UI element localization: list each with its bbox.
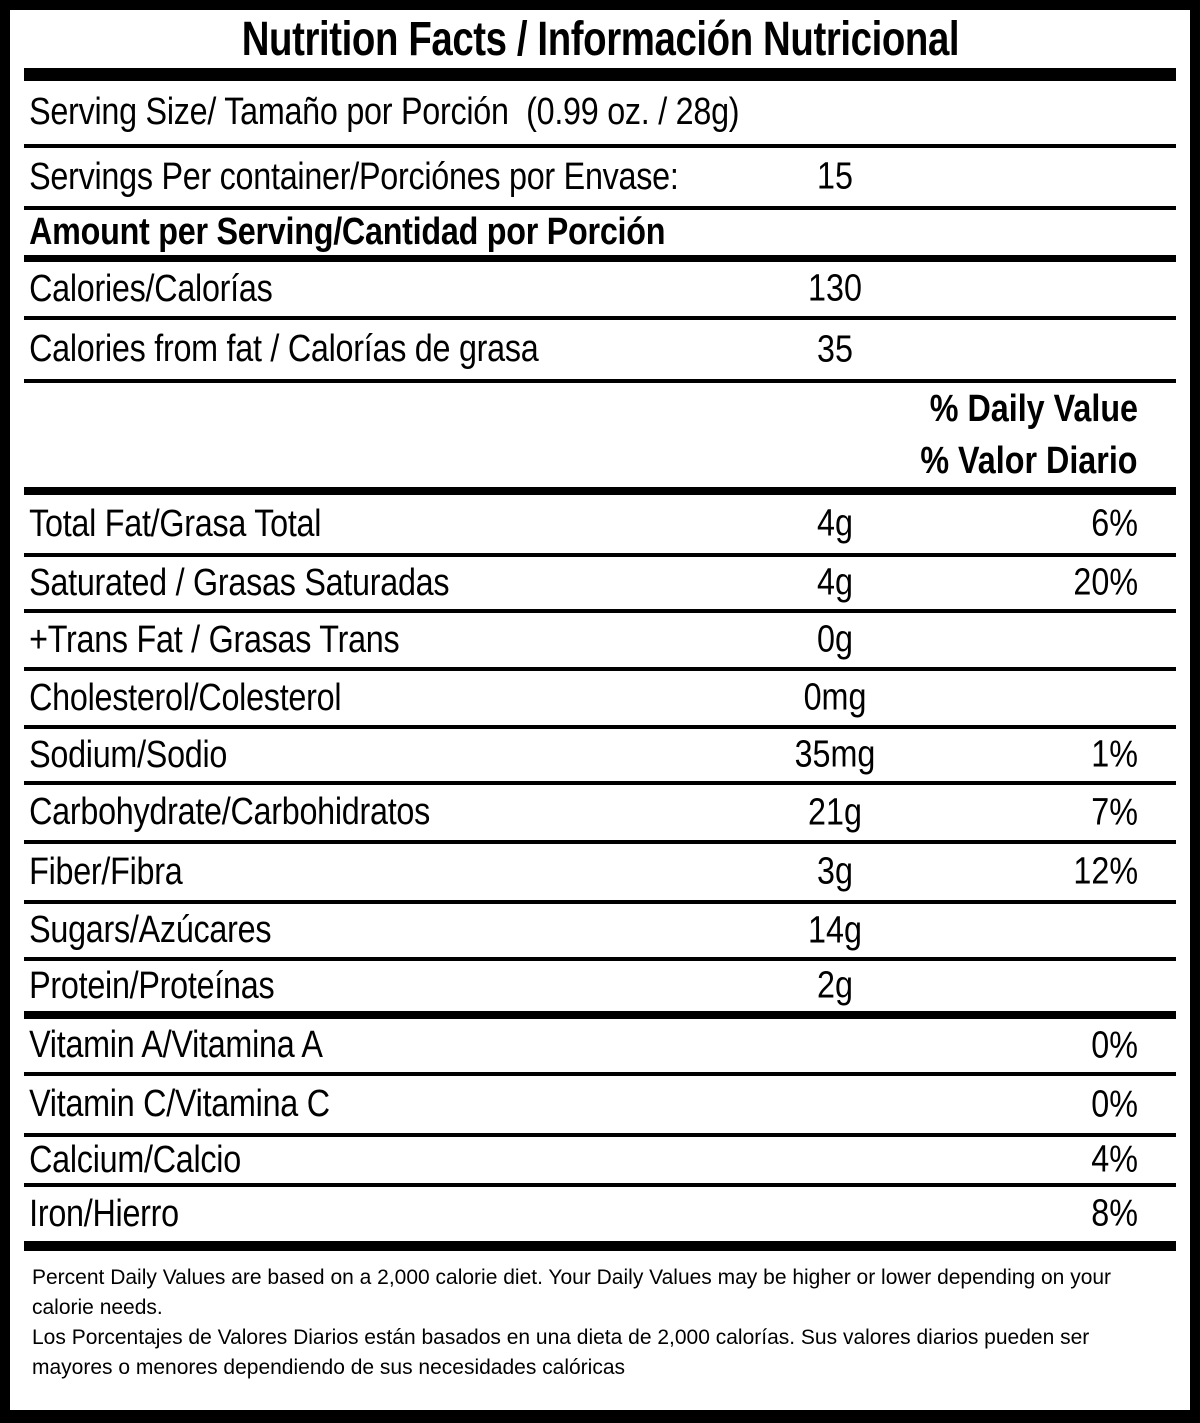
nutrient-label: Cholesterol/Colesterol (29, 676, 342, 719)
footnote-spanish: Los Porcentajes de Valores Diarios están… (32, 1326, 1090, 1379)
nutrient-label: Saturated / Grasas Saturadas (29, 561, 450, 604)
amount-per-serving-header: Amount per Serving/Cantidad por Porción (29, 211, 666, 253)
nutrient-label: Protein/Proteínas (29, 964, 275, 1007)
servings-per-container-label: Servings Per container/Porciónes por Env… (29, 155, 679, 198)
nutrient-row-fiber: Fiber/Fibra 3g 12% (24, 844, 1176, 904)
daily-value-header-es: % Valor Diario (920, 439, 1138, 482)
title-divider-bar (24, 68, 1176, 81)
nutrient-amount: 2g (817, 964, 853, 1007)
calories-from-fat-row: Calories from fat / Calorías de grasa 35 (24, 320, 1176, 383)
nutrient-row-total-fat: Total Fat/Grasa Total 4g 6% (24, 495, 1176, 557)
nutrient-daily-value: 0% (1091, 1024, 1138, 1066)
nutrient-label: Calcium/Calcio (29, 1138, 241, 1181)
nutrient-daily-value: 6% (1091, 502, 1138, 545)
nutrient-amount: 35mg (794, 733, 876, 776)
nutrient-label: Iron/Hierro (29, 1192, 179, 1235)
label-content: Nutrition Facts / Información Nutriciona… (24, 10, 1176, 1383)
nutrient-row-sodium: Sodium/Sodio 35mg 1% (24, 729, 1176, 785)
nutrient-label: Fiber/Fibra (29, 850, 183, 893)
calories-from-fat-value: 35 (817, 328, 853, 370)
nutrient-label: +Trans Fat / Grasas Trans (29, 618, 400, 661)
nutrient-amount: 0g (817, 618, 853, 661)
nutrient-amount: 21g (808, 791, 862, 833)
nutrient-daily-value: 4% (1091, 1138, 1138, 1181)
nutrient-label: Sugars/Azúcares (29, 909, 272, 951)
nutrient-label: Vitamin C/Vitamina C (29, 1083, 330, 1125)
nutrient-amount: 3g (817, 850, 853, 893)
calories-value: 130 (808, 267, 862, 310)
nutrient-daily-value: 0% (1091, 1083, 1138, 1125)
nutrient-row-protein: Protein/Proteínas 2g (24, 961, 1176, 1019)
serving-size-row: Serving Size/ Tamaño por Porción (0.99 o… (24, 81, 1176, 148)
footnote-english: Percent Daily Values are based on a 2,00… (32, 1266, 1112, 1319)
calories-from-fat-label: Calories from fat / Calorías de grasa (29, 328, 539, 370)
nutrient-row-cholesterol: Cholesterol/Colesterol 0mg (24, 671, 1176, 729)
nutrient-daily-value: 12% (1073, 850, 1138, 893)
daily-value-header-block: % Daily Value % Valor Diario (24, 383, 1176, 495)
nutrient-amount: 0mg (803, 676, 867, 719)
label-title-row: Nutrition Facts / Información Nutriciona… (24, 10, 1176, 68)
nutrient-row-carbohydrate: Carbohydrate/Carbohidratos 21g 7% (24, 785, 1176, 844)
nutrient-daily-value: 8% (1091, 1192, 1138, 1235)
nutrient-label: Carbohydrate/Carbohidratos (29, 791, 431, 833)
nutrient-row-vitamin-c: Vitamin C/Vitamina C 0% (24, 1076, 1176, 1137)
servings-per-container-value: 15 (817, 155, 853, 198)
footnote-block: Percent Daily Values are based on a 2,00… (24, 1251, 1176, 1383)
amount-per-serving-header-row: Amount per Serving/Cantidad por Porción (24, 210, 1176, 262)
nutrient-row-calcium: Calcium/Calcio 4% (24, 1137, 1176, 1187)
nutrient-daily-value: 7% (1091, 791, 1138, 833)
nutrient-row-iron: Iron/Hierro 8% (24, 1187, 1176, 1251)
calories-row: Calories/Calorías 130 (24, 262, 1176, 320)
nutrient-label: Total Fat/Grasa Total (29, 502, 322, 545)
servings-per-container-row: Servings Per container/Porciónes por Env… (24, 148, 1176, 210)
nutrient-row-saturated-fat: Saturated / Grasas Saturadas 4g 20% (24, 557, 1176, 613)
nutrient-row-trans-fat: +Trans Fat / Grasas Trans 0g (24, 613, 1176, 671)
nutrient-label: Sodium/Sodio (29, 733, 228, 776)
nutrient-amount: 4g (817, 561, 853, 604)
nutrient-daily-value: 20% (1073, 561, 1138, 604)
nutrient-row-vitamin-a: Vitamin A/Vitamina A 0% (24, 1019, 1176, 1076)
calories-label: Calories/Calorías (29, 267, 273, 310)
nutrient-label: Vitamin A/Vitamina A (29, 1024, 323, 1066)
nutrient-daily-value: 1% (1091, 733, 1138, 776)
nutrient-amount: 4g (817, 502, 853, 545)
nutrient-row-sugars: Sugars/Azúcares 14g (24, 904, 1176, 961)
label-title: Nutrition Facts / Información Nutriciona… (241, 12, 959, 66)
serving-size-label: Serving Size/ Tamaño por Porción (0.99 o… (29, 91, 740, 133)
nutrient-amount: 14g (808, 909, 862, 951)
daily-value-header-en: % Daily Value (929, 387, 1138, 430)
